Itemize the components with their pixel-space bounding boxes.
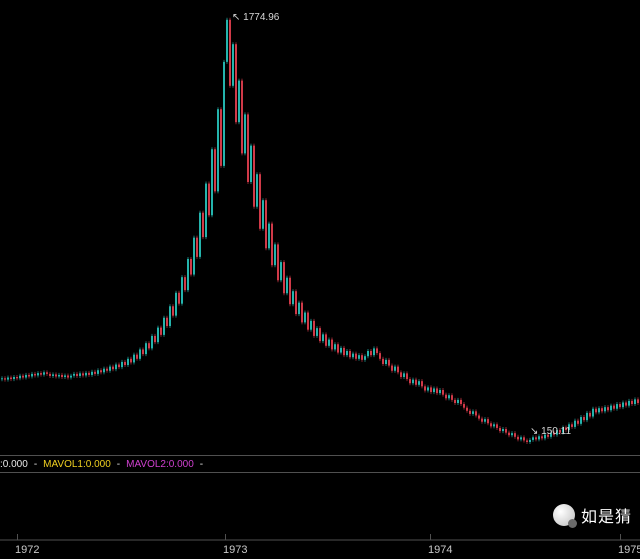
x-tick-label: 1972 bbox=[15, 544, 39, 556]
indicator-segment: MAVOL2:0.000 bbox=[126, 459, 194, 470]
panel-divider bbox=[0, 472, 640, 473]
peak-arrow-icon: ↖ bbox=[232, 12, 240, 23]
watermark-text: 如是猜 bbox=[581, 503, 632, 527]
price-chart[interactable]: ↖ 1774.96 ↘ 150.11 :0.000-MAVOL1:0.000-M… bbox=[0, 0, 640, 559]
indicator-segment: - bbox=[200, 459, 203, 470]
indicator-segment: :0.000 bbox=[0, 459, 28, 470]
peak-annotation: ↖ 1774.96 bbox=[232, 12, 279, 23]
wechat-icon bbox=[553, 504, 575, 526]
volume-indicator-row: :0.000-MAVOL1:0.000-MAVOL2:0.000- bbox=[0, 459, 209, 470]
trough-value: 150.11 bbox=[541, 426, 571, 437]
x-tick-mark bbox=[430, 534, 431, 540]
x-tick-mark bbox=[225, 534, 226, 540]
indicator-segment: MAVOL1:0.000 bbox=[43, 459, 111, 470]
panel-divider bbox=[0, 455, 640, 456]
indicator-segment: - bbox=[34, 459, 37, 470]
trough-arrow-icon: ↘ bbox=[530, 426, 538, 437]
indicator-segment: - bbox=[117, 459, 120, 470]
x-tick-label: 1974 bbox=[428, 544, 452, 556]
x-tick-mark bbox=[620, 534, 621, 540]
x-tick-label: 1975 bbox=[618, 544, 640, 556]
candlestick-canvas bbox=[0, 0, 640, 559]
wechat-watermark: 如是猜 bbox=[553, 503, 632, 527]
x-tick-mark bbox=[17, 534, 18, 540]
trough-annotation: ↘ 150.11 bbox=[530, 426, 571, 437]
peak-value: 1774.96 bbox=[243, 12, 279, 23]
x-tick-label: 1973 bbox=[223, 544, 247, 556]
